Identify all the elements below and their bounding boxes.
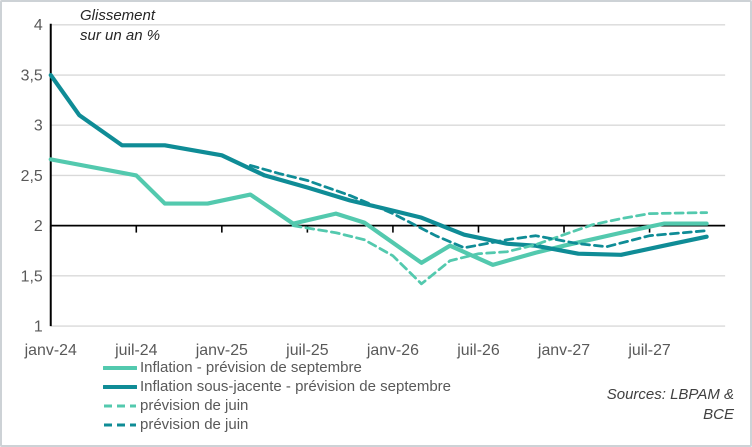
legend-item-prevision-juin-dark: prévision de juin bbox=[103, 415, 451, 434]
chart-annotation: Glissement sur un an % bbox=[80, 6, 160, 46]
y-tick-label: 4 bbox=[34, 17, 43, 34]
legend-label: Inflation sous-jacente - prévision de se… bbox=[140, 378, 452, 395]
series-line-1-solid bbox=[48, 72, 709, 257]
y-tick-label: 1 bbox=[34, 319, 43, 336]
x-tick-label: janv-24 bbox=[24, 342, 77, 359]
legend-swatch-solid-light-icon bbox=[103, 365, 137, 370]
legend-item-sous-jacente-septembre: Inflation sous-jacente - prévision de se… bbox=[103, 377, 451, 396]
annotation-line-1: Glissement bbox=[80, 7, 156, 24]
legend-label: prévision de juin bbox=[140, 397, 249, 414]
x-tick-label: janv-26 bbox=[366, 342, 419, 359]
legend-label: prévision de juin bbox=[140, 416, 249, 433]
legend-item-prevision-juin-light: prévision de juin bbox=[103, 396, 451, 415]
series-line-0-solid bbox=[48, 157, 709, 267]
legend-item-inflation-septembre: Inflation - prévision de septembre bbox=[103, 358, 451, 377]
x-tick-label: janv-27 bbox=[537, 342, 590, 359]
x-tick-label: juil-27 bbox=[627, 342, 671, 359]
legend-swatch-dashed-light-icon bbox=[104, 404, 136, 407]
source-line-2: BCE bbox=[703, 406, 734, 423]
legend-swatch-solid-dark-icon bbox=[103, 384, 137, 389]
legend-label: Inflation - prévision de septembre bbox=[140, 359, 362, 376]
legend-swatch-dashed-dark-icon bbox=[104, 423, 136, 426]
source-line-1: Sources: LBPAM & bbox=[606, 386, 734, 403]
x-tick-label: juil-26 bbox=[456, 342, 500, 359]
series-line-3-dashed bbox=[248, 164, 709, 250]
x-tick-label: janv-25 bbox=[195, 342, 248, 359]
y-tick-label: 3,5 bbox=[21, 67, 43, 84]
x-tick-label: juil-24 bbox=[114, 342, 158, 359]
y-tick-label: 2 bbox=[34, 218, 43, 235]
chart-legend: Inflation - prévision de septembre Infla… bbox=[103, 358, 451, 434]
series-line-2-dashed bbox=[291, 211, 709, 286]
y-tick-label: 2,5 bbox=[21, 168, 43, 185]
y-tick-label: 3 bbox=[34, 118, 43, 135]
chart-source: Sources: LBPAM & BCE bbox=[607, 385, 734, 425]
y-tick-label: 1,5 bbox=[21, 268, 43, 285]
x-tick-label: juil-25 bbox=[285, 342, 329, 359]
annotation-line-2: sur un an % bbox=[80, 27, 161, 44]
